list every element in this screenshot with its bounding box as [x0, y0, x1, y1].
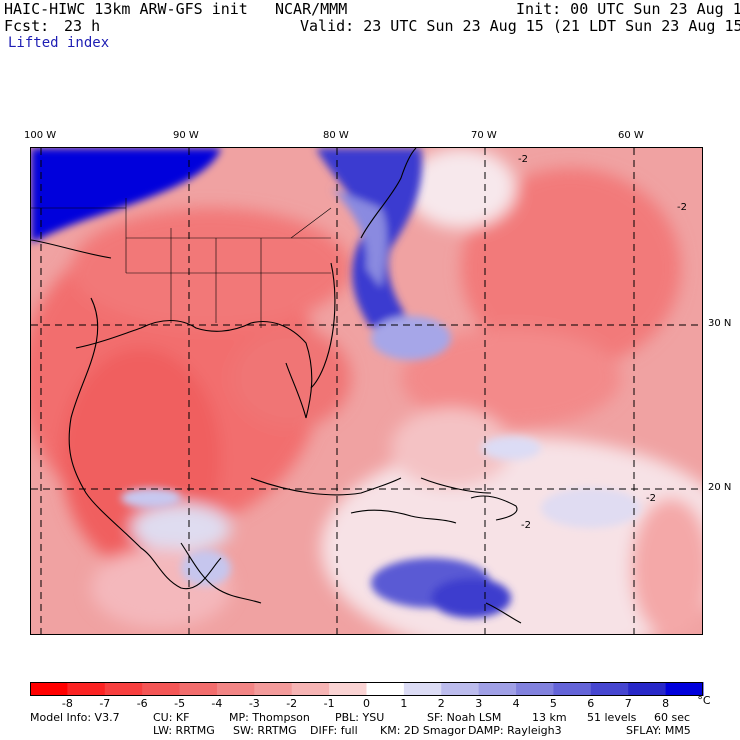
lifted-index-map: -2 -2 -2 -2 — [30, 147, 703, 635]
colorbar-tick-label: -4 — [211, 697, 223, 710]
contour-label: -2 — [521, 520, 531, 531]
colorbar-swatch — [30, 682, 68, 696]
model-title: HAIC-HIWC 13km ARW-GFS init — [4, 0, 248, 18]
model-info-item: SF: Noah LSM — [427, 711, 502, 724]
colorbar — [30, 681, 704, 696]
graticule — [31, 148, 702, 634]
colorbar-tick-label: -2 — [286, 697, 298, 710]
positive-areas — [31, 148, 641, 618]
colorbar-swatch — [254, 682, 293, 696]
model-info-item: CU: KF — [153, 711, 190, 724]
model-info-item: 51 levels — [587, 711, 637, 724]
lon-label-60w: 60 W — [618, 130, 644, 141]
colorbar-tick-label: 7 — [624, 697, 632, 710]
model-info-item: LW: RRTMG — [153, 724, 215, 737]
colorbar-tick-label: 0 — [363, 697, 370, 710]
contour-label: -2 — [677, 202, 687, 213]
model-info-item: DAMP: Rayleigh3 — [468, 724, 562, 737]
lat-label-30n: 30 N — [708, 318, 732, 329]
lon-label-100w: 100 W — [24, 130, 57, 141]
colorbar-tick-label: -7 — [99, 697, 111, 710]
coastlines — [31, 148, 522, 624]
colorbar-tick-label: 5 — [549, 697, 557, 710]
colorbar-tick-label: -6 — [136, 697, 148, 710]
model-info-item: SFLAY: MM5 — [626, 724, 691, 737]
colorbar-swatch — [142, 682, 181, 696]
colorbar-tick-label: 8 — [662, 697, 670, 710]
colorbar-tick-label: 3 — [475, 697, 483, 710]
model-info-item: SW: RRTMG — [233, 724, 297, 737]
colorbar-swatch — [590, 682, 629, 696]
colorbar-tick-label: 4 — [512, 697, 520, 710]
colorbar-swatch — [665, 682, 704, 696]
lon-label-70w: 70 W — [471, 130, 497, 141]
field-name: Lifted index — [8, 35, 110, 51]
model-info-item: 13 km — [532, 711, 567, 724]
political-borders — [31, 198, 332, 328]
colorbar-frame — [30, 682, 703, 696]
colorbar-swatch — [478, 682, 517, 696]
colorbar-unit: °C — [697, 694, 711, 707]
forecast-label: Fcst: — [4, 17, 50, 35]
colorbar-tick-label: -8 — [61, 697, 73, 710]
colorbar-swatch — [366, 682, 405, 696]
colorbar-tick-label: -5 — [174, 697, 186, 710]
colorbar-swatch — [403, 682, 442, 696]
model-info-item: 60 sec — [654, 711, 691, 724]
colorbar-tick-label: -1 — [323, 697, 335, 710]
map-canvas: -2 -2 -2 -2 — [31, 148, 702, 634]
field-shading — [31, 148, 702, 634]
colorbar-tick-label: 1 — [400, 697, 408, 710]
model-info-item: KM: 2D Smagor — [380, 724, 466, 737]
colorbar-tick-label: 2 — [437, 697, 445, 710]
lon-label-80w: 80 W — [323, 130, 349, 141]
colorbar-swatch — [329, 682, 367, 696]
colorbar-tick-label: -3 — [248, 697, 260, 710]
colorbar-swatch — [104, 682, 143, 696]
contour-label: -2 — [646, 493, 656, 504]
colorbar-tick-label: 6 — [587, 697, 595, 710]
model-info-item: PBL: YSU — [335, 711, 385, 724]
forecast-hour: 23 h — [64, 17, 101, 35]
colorbar-swatch — [67, 682, 106, 696]
init-time: Init: 00 UTC Sun 23 Aug 15 — [516, 0, 740, 18]
contour-label: -2 — [518, 154, 528, 165]
colorbar-swatch — [628, 682, 667, 696]
colorbar-swatch — [216, 682, 255, 696]
colorbar-swatch — [516, 682, 554, 696]
colorbar-swatch — [179, 682, 218, 696]
valid-time: Valid: 23 UTC Sun 23 Aug 15 (21 LDT Sun … — [300, 17, 740, 35]
colorbar-swatches — [30, 682, 704, 696]
colorbar-swatch — [553, 682, 592, 696]
model-info-item: MP: Thompson — [229, 711, 310, 724]
model-info-item: DIFF: full — [310, 724, 358, 737]
lon-label-90w: 90 W — [173, 130, 199, 141]
colorbar-swatch — [291, 682, 330, 696]
lat-label-20n: 20 N — [708, 482, 732, 493]
organization: NCAR/MMM — [275, 0, 348, 18]
colorbar-swatch — [441, 682, 480, 696]
model-info-item: Model Info: V3.7 — [30, 711, 120, 724]
